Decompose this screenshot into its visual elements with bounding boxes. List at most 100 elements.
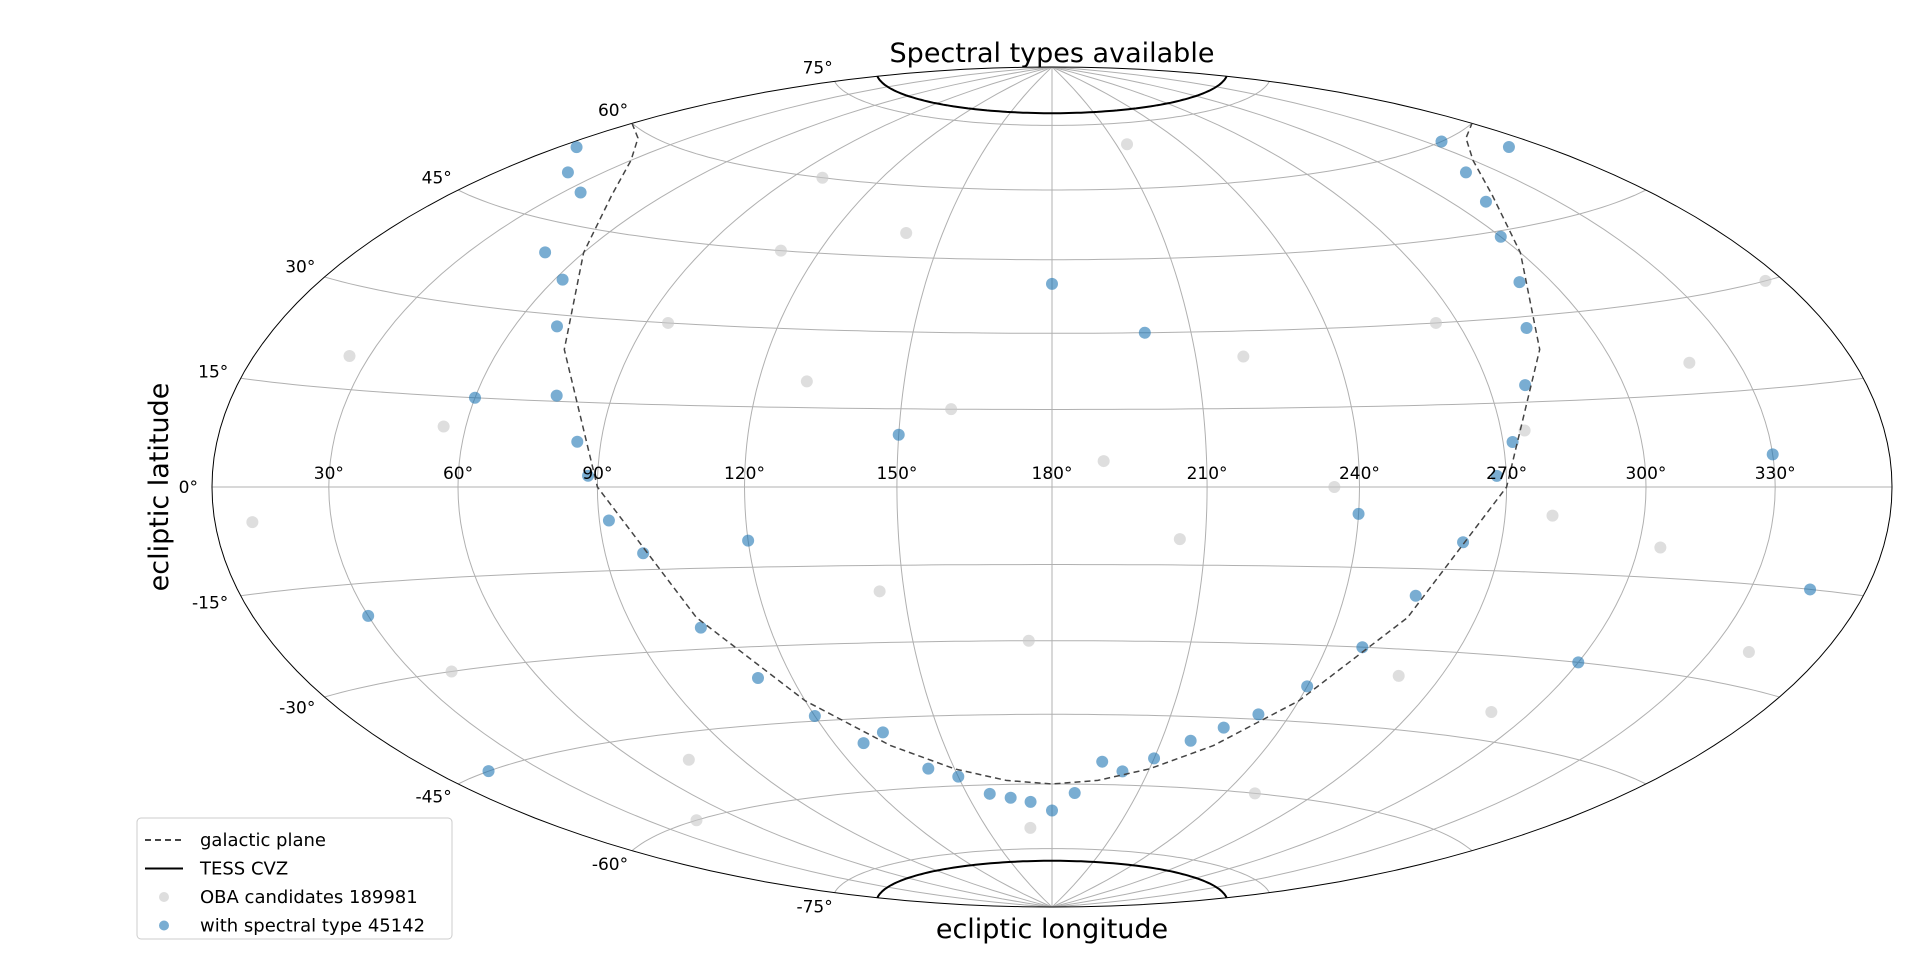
point [246,516,259,529]
point [637,547,650,560]
point [900,226,913,239]
point [437,420,450,433]
x-tick-label: 120° [724,464,765,484]
point [1519,379,1532,392]
grid-line [240,564,1864,597]
point [1490,469,1503,482]
point [808,710,821,723]
point [1506,436,1519,449]
parallel-line [876,75,1228,115]
point [1022,634,1035,647]
chart-title: Spectral types available [890,38,1215,69]
y-axis-label: ecliptic latitude [144,383,175,592]
point [1502,140,1515,153]
legend-box [136,817,453,940]
point [1301,680,1314,693]
point [445,665,458,678]
point [570,141,583,154]
point [1068,787,1081,800]
point [1173,533,1186,546]
point [561,166,574,179]
point [602,514,615,527]
point [574,186,587,199]
legend: galactic plane TESS CVZ OBA candidates 189… [136,817,453,940]
point [1520,321,1533,334]
point [983,787,996,800]
line [563,123,1541,785]
point [582,469,595,482]
x-tick-label: 330° [1755,464,1796,484]
point [1248,787,1261,800]
y-tick-label: -60° [592,855,628,875]
labels: 30° 60° 90° 120° 150° 180° 210° 240° 270° 300° 330… [179,58,1796,917]
y-tick-label: -15° [192,593,228,613]
legend-label: OBA candidates 189981 [200,887,418,908]
legend-label: galactic plane [200,830,326,851]
point [1352,507,1365,520]
point [751,671,764,684]
point [539,246,552,259]
point [1148,752,1161,765]
point [1046,277,1058,290]
point [1518,424,1531,437]
point [1024,795,1037,808]
point [482,765,495,778]
point [468,391,481,404]
point [892,428,905,441]
point [742,534,755,547]
x-tick-label: 60° [443,464,473,484]
x-tick-label: 30° [314,464,344,484]
y-tick-label: -30° [279,699,315,719]
x-tick-label: 210° [1187,464,1228,484]
x-tick-label: 270° [1486,464,1527,484]
point [1766,448,1779,461]
point [1392,669,1405,682]
point [922,762,935,775]
point [1572,656,1585,669]
x-tick-label: 300° [1625,464,1666,484]
point [682,753,695,766]
point [556,273,569,286]
grid-line [324,276,1780,334]
point [1138,326,1151,339]
y-tick-label: 0° [179,478,198,498]
point [1654,541,1667,554]
grid-line [631,122,1473,191]
y-tick-label: 30° [285,257,315,277]
point [873,585,886,598]
grid [211,66,1893,908]
point [1494,230,1507,243]
point [690,814,703,827]
grid-line [457,713,1647,785]
grid-line [834,81,1270,126]
legend-label: with spectral type 45142 [200,916,425,937]
point [800,375,813,388]
point [362,609,375,622]
x-axis-label: ecliptic longitude [936,914,1168,945]
point [1252,708,1265,721]
point [1429,316,1442,329]
point [1546,509,1559,522]
point [571,435,584,448]
legend-swatch [159,920,169,931]
grid-line [834,848,1270,893]
point [952,770,965,783]
point [1184,734,1197,747]
point [945,403,958,416]
point [1683,356,1696,369]
point [1217,721,1230,734]
point [343,350,356,363]
grid-line [631,783,1473,852]
point [1004,791,1017,804]
point [774,244,787,257]
point [1459,166,1472,179]
point [1024,821,1037,834]
point [1513,276,1526,289]
y-tick-label: 75° [803,58,833,78]
point [1121,138,1134,151]
x-tick-label: 90° [582,464,612,484]
point [1328,481,1341,493]
x-tick-label: 180° [1032,464,1073,484]
